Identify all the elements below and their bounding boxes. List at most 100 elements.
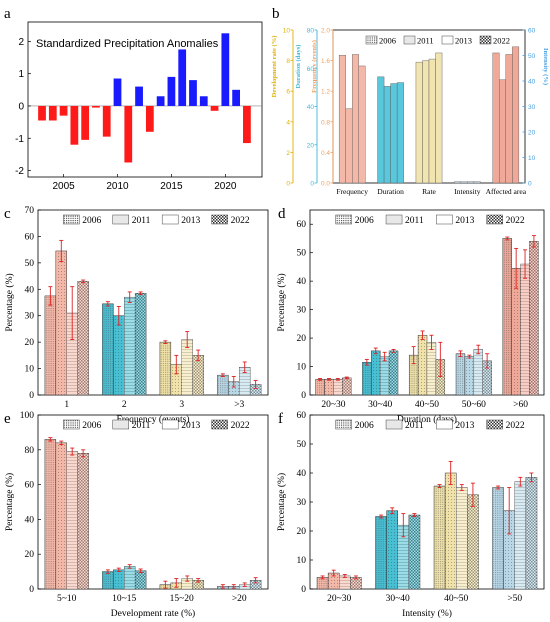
bar-texture: [135, 293, 147, 395]
x-axis-title: Frequency (events): [116, 414, 189, 425]
y-tick-label: 40: [297, 469, 307, 479]
y-tick-label: 30: [25, 312, 35, 322]
anomaly-bar: [210, 105, 219, 111]
y-tick-label: 2: [18, 37, 24, 48]
data-bar: [377, 76, 385, 184]
y-tick-label: 10: [25, 365, 35, 375]
y-tick-label: -1: [15, 134, 24, 145]
legend-swatch: [441, 35, 454, 45]
y-tick-label: 1.6: [321, 58, 330, 65]
data-bar: [492, 52, 500, 184]
x-tick-label: 40~50: [415, 400, 439, 410]
bar-texture: [492, 487, 504, 589]
bar-texture: [362, 362, 372, 395]
anomaly-bar: [102, 105, 111, 137]
bar-texture: [339, 575, 351, 589]
anomaly-bar: [199, 96, 208, 106]
y-tick-label: 30: [297, 306, 307, 316]
y-tick-label: 10: [297, 556, 307, 566]
x-tick-label: 5~10: [57, 594, 77, 604]
legend-label: 2022: [231, 421, 250, 431]
data-bar: [505, 54, 513, 184]
panel-b-characteristics-chart: 0 2 4 6 8 10 Development rate (%) 0 20 40 60 80 Dura…: [271, 28, 549, 197]
y-tick-label: 30: [297, 498, 307, 508]
bar-texture: [445, 473, 457, 589]
legend-swatch: [335, 419, 352, 430]
y-tick-label: 1.2: [321, 89, 330, 96]
y-tick-label: 20: [528, 130, 536, 137]
legend-swatch: [112, 419, 129, 430]
bar-texture: [55, 442, 67, 589]
legend-label: 2013: [455, 36, 472, 46]
bar-texture: [529, 241, 539, 395]
y-tick-label: 60: [297, 411, 307, 421]
anomaly-bar: [81, 105, 90, 140]
bar-texture: [77, 453, 89, 589]
legend-swatch: [63, 214, 80, 225]
plot-frame: [27, 21, 263, 178]
y-tick-label: 8: [286, 58, 290, 65]
x-tick-label: 30~40: [386, 594, 410, 604]
data-bar: [428, 58, 436, 184]
bar-texture: [427, 342, 436, 395]
bar-texture: [350, 577, 362, 589]
x-tick-label: 3: [179, 400, 184, 410]
panel-f-intensity-chart: 0 10 20 30 40 50 60 Percentage (%) Intensity (%)…: [276, 411, 545, 619]
x-tick-label: 2010: [106, 181, 129, 192]
y-tick-label: 0: [29, 585, 34, 595]
anomaly-bar: [243, 105, 251, 144]
x-tick-label: 10~15: [112, 594, 136, 604]
y-tick-label: 60: [297, 220, 307, 230]
anomaly-bar: [232, 89, 241, 106]
x-tick-label: Duration: [377, 187, 404, 196]
x-tick-label: 40~50: [444, 594, 468, 604]
y-tick-label: 20: [307, 142, 315, 149]
legend-label: 2006: [355, 421, 374, 431]
panel-label-a: a: [4, 6, 11, 22]
y-tick-label: 40: [25, 515, 35, 525]
x-tick-label: >3: [234, 400, 244, 410]
y-tick-label: 2.0: [321, 28, 330, 35]
legend-label: 2013: [181, 421, 200, 431]
legend-swatch: [365, 35, 378, 45]
y-tick-label: 60: [25, 232, 35, 242]
x-tick-label: 20~30: [321, 400, 345, 410]
bar-texture: [409, 355, 419, 395]
anomaly-bar: [113, 78, 122, 106]
bar-texture: [124, 566, 136, 589]
x-tick-label: 2005: [52, 181, 75, 192]
bar-texture: [473, 349, 483, 395]
legend-label: 2013: [455, 216, 474, 226]
legend-swatch: [335, 214, 352, 225]
y-tick-label: 80: [307, 28, 315, 35]
data-bar: [435, 52, 443, 184]
y-tick-label: 0.4: [321, 150, 330, 157]
panel-label-b: b: [272, 6, 280, 22]
y-tick-label: 50: [528, 53, 536, 60]
data-bar: [415, 61, 423, 184]
y-tick-label: 0: [286, 181, 290, 188]
data-bar: [390, 83, 398, 184]
x-tick-label: Intensity: [454, 187, 480, 196]
x-tick-label: 2: [122, 400, 127, 410]
anomaly-bar: [156, 96, 165, 106]
bar-texture: [435, 359, 445, 395]
bar-texture: [77, 281, 89, 395]
y-axis-title: Percentage (%): [276, 273, 287, 331]
y-tick-label: 2: [286, 150, 290, 157]
panel-c-frequency-chart: 0 10 20 30 40 50 60 70 Percentage (%) Frequency (…: [4, 206, 269, 425]
y-tick-label: 50: [25, 259, 35, 269]
bar-texture: [456, 487, 468, 589]
y-tick-label: 20: [297, 527, 307, 537]
y-axis-title: Duration (days): [295, 45, 302, 89]
bar-texture: [386, 510, 398, 589]
legend-swatch: [436, 214, 453, 225]
x-tick-label: 2020: [214, 181, 237, 192]
data-bar: [467, 181, 475, 184]
plot-frame: [37, 414, 269, 590]
panel-label-d: d: [278, 206, 286, 222]
x-tick-label: 2015: [160, 181, 183, 192]
legend-label: 2011: [132, 421, 151, 431]
y-tick-label: 60: [307, 66, 315, 73]
bar-texture: [250, 384, 262, 395]
